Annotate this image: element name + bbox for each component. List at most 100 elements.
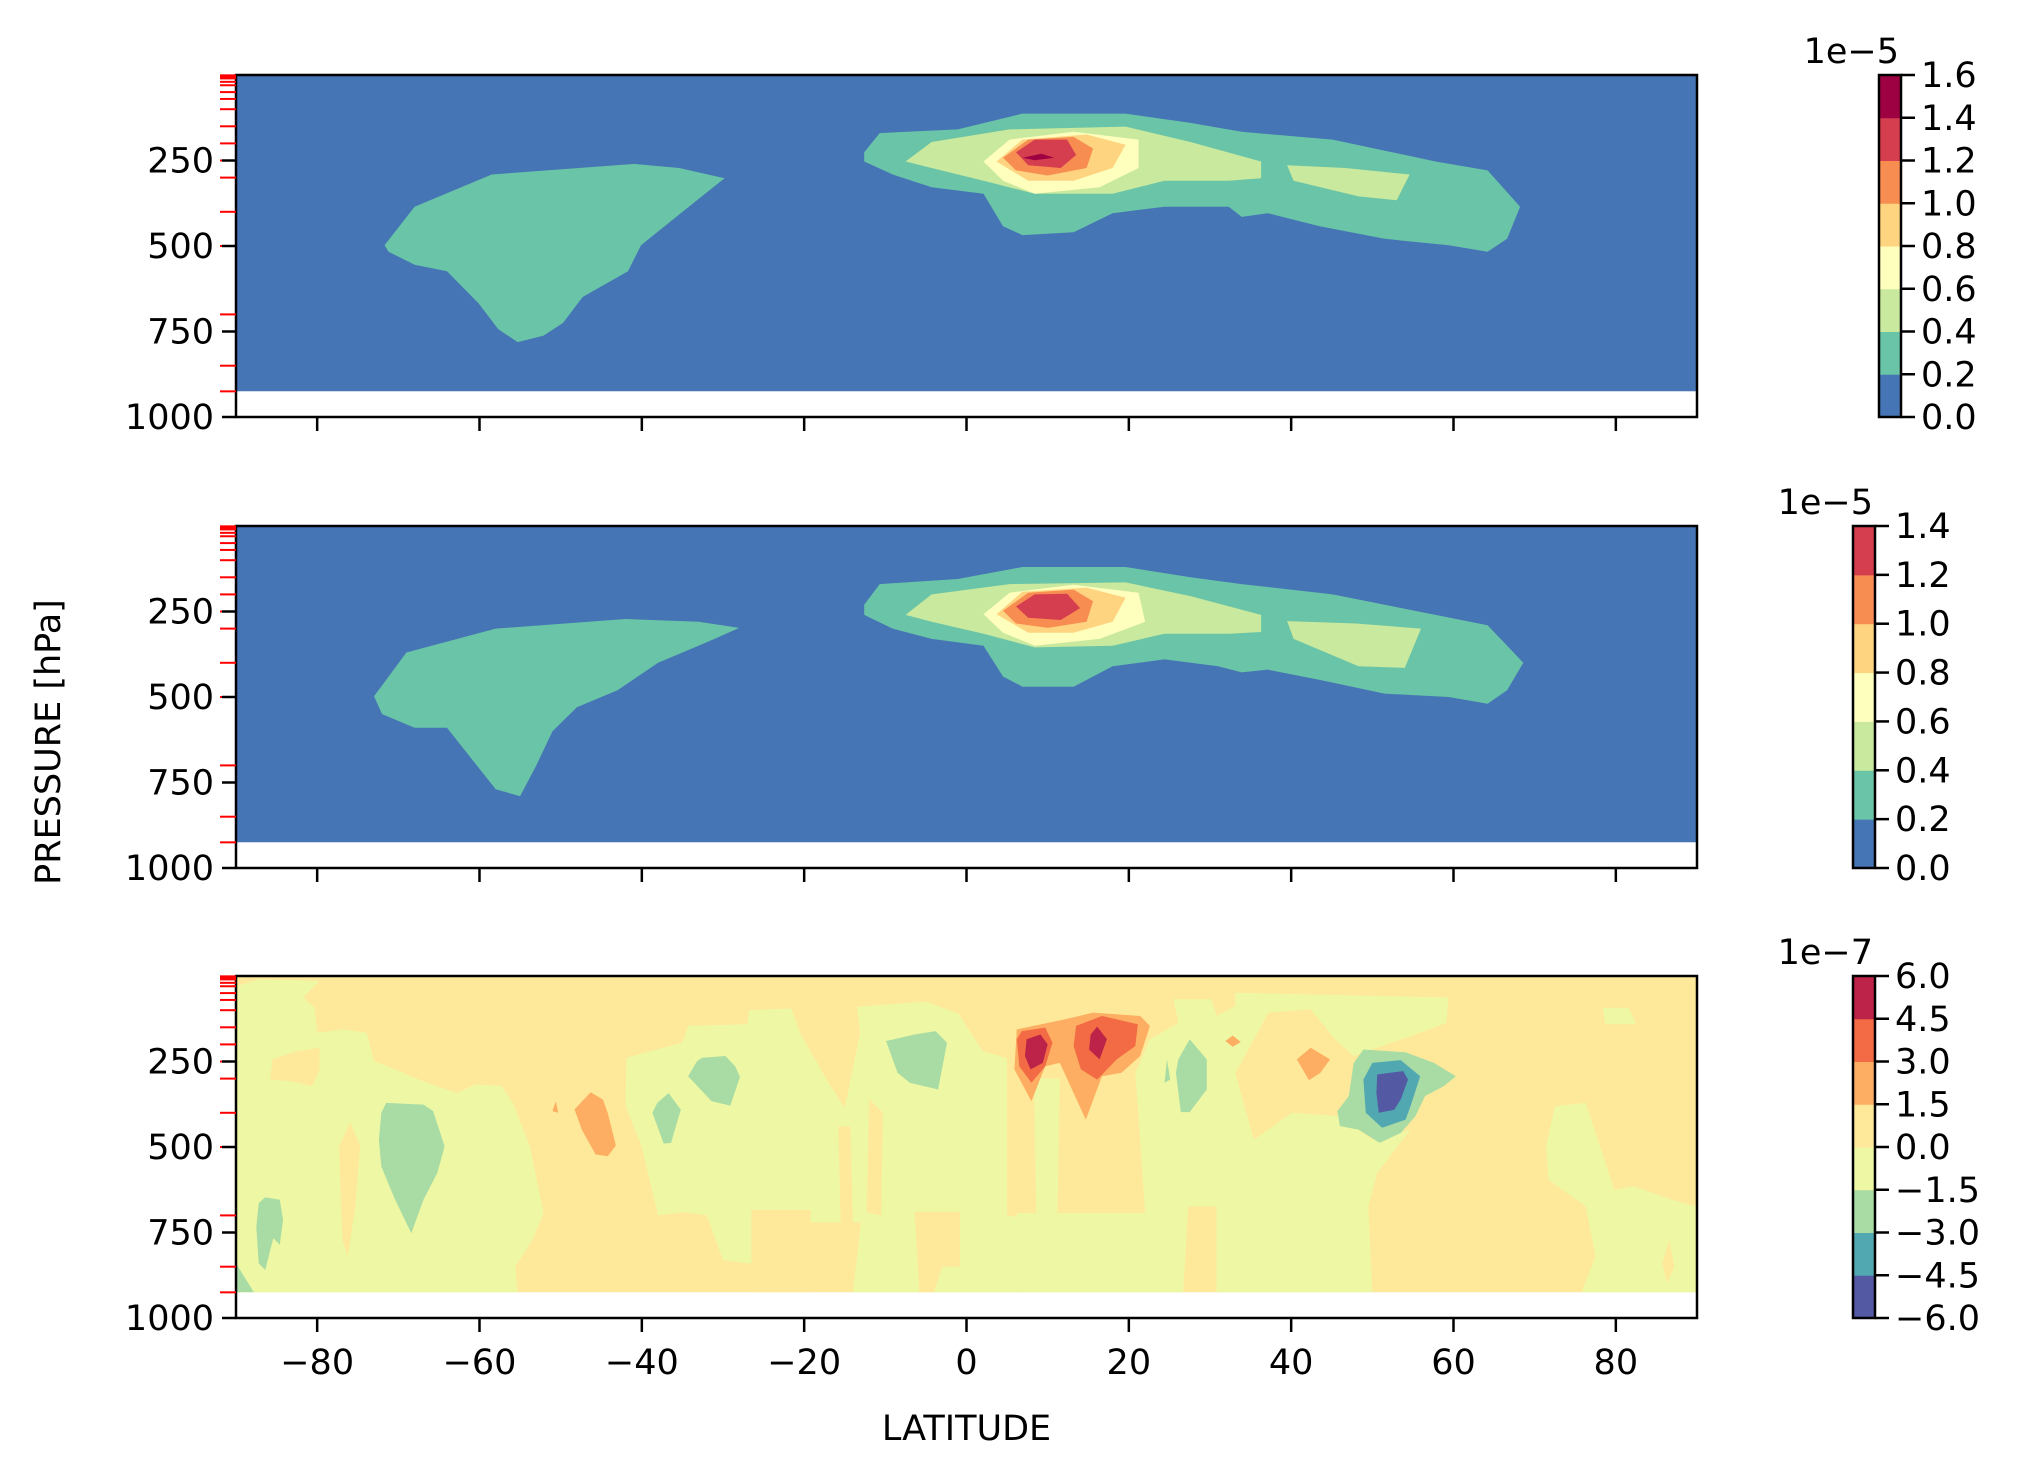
contour-region xyxy=(1033,1078,1060,1216)
x-tick-label: 80 xyxy=(1594,1343,1639,1383)
colorbar-bin xyxy=(1853,1275,1875,1319)
colorbar-exponent-label: 1e−5 xyxy=(1778,483,1873,523)
colorbar-tick-label: 1.4 xyxy=(1895,507,1951,547)
contour-region xyxy=(1016,1213,1150,1293)
colorbar-bin xyxy=(1879,160,1901,204)
contour-region xyxy=(751,1209,811,1293)
contour-region xyxy=(236,1263,254,1293)
y-tick-label: 1000 xyxy=(125,398,214,438)
contour-region xyxy=(1016,593,1081,620)
colorbar-bin xyxy=(1879,246,1901,290)
colorbar-bin xyxy=(1879,374,1901,418)
colorbar-tick-label: 0.0 xyxy=(1895,849,1951,889)
colorbar-tick-label: 0.8 xyxy=(1895,654,1951,694)
contour-region xyxy=(688,1056,740,1106)
x-tick-label: −20 xyxy=(767,1343,841,1383)
y-tick-label: 500 xyxy=(147,227,214,267)
colorbar-bin xyxy=(1853,770,1875,820)
y-tick-label: 500 xyxy=(147,678,214,718)
contour-region xyxy=(339,1122,361,1257)
colorbar-bin xyxy=(1853,1061,1875,1105)
x-tick-label: 20 xyxy=(1107,1343,1152,1383)
colorbar-bin xyxy=(1853,526,1875,576)
colorbar-tick-label: 0.2 xyxy=(1895,800,1951,840)
contour-region xyxy=(270,1047,320,1087)
colorbar-tick-label: 0.0 xyxy=(1921,398,1977,438)
colorbar-frame xyxy=(1851,524,1877,870)
panel-2: 250 500 750 1000 0.0 0.2 0.4 0.6 0.8 1.0 1.2 1.4 1e−… xyxy=(125,483,1951,889)
x-tick-label: 40 xyxy=(1269,1343,1314,1383)
contour-region xyxy=(1016,139,1077,168)
contour-fills xyxy=(236,976,1697,1293)
colorbar-tick-label: −6.0 xyxy=(1895,1299,1980,1339)
y-tick-label: 750 xyxy=(147,313,214,353)
y-tick-label: 1000 xyxy=(125,1299,214,1339)
colorbar-bin xyxy=(1853,672,1875,722)
y-tick-label: 750 xyxy=(147,1214,214,1254)
contour-region xyxy=(1296,1047,1331,1081)
contour-region xyxy=(1287,165,1410,201)
colorbar-bin xyxy=(1853,1018,1875,1062)
colorbar-bin xyxy=(1853,1147,1875,1191)
colorbar-tick-label: 1.0 xyxy=(1921,184,1977,224)
colorbar-tick-label: 1.5 xyxy=(1895,1085,1951,1125)
colorbar-bin xyxy=(1853,1232,1875,1276)
colorbar-bin xyxy=(1853,721,1875,771)
colorbar-bin xyxy=(1853,1189,1875,1233)
contour-region xyxy=(838,1126,853,1226)
colorbar-bin xyxy=(1879,331,1901,375)
colorbar-exponent-label: 1e−5 xyxy=(1804,32,1899,72)
contour-region xyxy=(1602,1007,1637,1025)
y-tick-label: 750 xyxy=(147,764,214,804)
colorbar-tick-label: 1.0 xyxy=(1895,605,1951,645)
contour-region xyxy=(378,1102,445,1234)
colorbar-bin xyxy=(1879,288,1901,332)
colorbar-bin xyxy=(1879,203,1901,247)
contour-region xyxy=(574,1092,616,1157)
colorbar: 0.0 0.2 0.4 0.6 0.8 1.0 1.2 1.4 1e−5 xyxy=(1778,483,1951,889)
y-tick-label: 1000 xyxy=(125,849,214,889)
x-tick-label: 0 xyxy=(955,1343,977,1383)
contour-region xyxy=(1175,1039,1207,1113)
colorbar-exponent-label: 1e−7 xyxy=(1778,933,1873,973)
contour-region xyxy=(552,1101,559,1113)
colorbar-tick-label: 0.4 xyxy=(1895,751,1951,791)
y-tick-label: 500 xyxy=(147,1128,214,1168)
colorbar-tick-label: 4.5 xyxy=(1895,1000,1951,1040)
contour-region xyxy=(1073,1016,1138,1080)
x-tick-label: −80 xyxy=(280,1343,354,1383)
colorbar-tick-label: 1.2 xyxy=(1921,142,1977,182)
colorbar-tick-label: −3.0 xyxy=(1895,1214,1980,1254)
colorbar-tick-label: −1.5 xyxy=(1895,1171,1980,1211)
colorbar-bin xyxy=(1853,623,1875,674)
contour-region xyxy=(886,1031,947,1090)
contour-region xyxy=(1024,1034,1048,1070)
colorbar-tick-label: 0.2 xyxy=(1921,355,1977,395)
contour-region xyxy=(1225,1035,1241,1047)
contour-region xyxy=(1022,153,1055,161)
contour-region xyxy=(1376,1071,1408,1113)
y-tick-label: 250 xyxy=(147,142,214,182)
contour-region xyxy=(866,1099,883,1216)
contour-region xyxy=(1287,621,1421,668)
colorbar-tick-label: 6.0 xyxy=(1895,957,1951,997)
x-tick-label: 60 xyxy=(1431,1343,1476,1383)
contour-fills xyxy=(236,526,1697,843)
contour-fills xyxy=(236,75,1697,392)
contour-region xyxy=(384,163,725,343)
contour-region xyxy=(1546,1102,1697,1293)
colorbar-bin xyxy=(1853,574,1875,625)
contour-region xyxy=(256,1197,284,1271)
contour-region xyxy=(1089,1026,1107,1060)
colorbar-tick-label: 1.6 xyxy=(1921,56,1977,96)
colorbar-bin xyxy=(1853,976,1875,1020)
colorbar-tick-label: 1.4 xyxy=(1921,99,1977,139)
colorbar-tick-label: 0.6 xyxy=(1921,270,1977,310)
contour-region xyxy=(914,1212,960,1293)
y-axis-label: PRESSURE [hPa] xyxy=(29,599,69,885)
contour-region xyxy=(1662,1240,1675,1284)
y-tick-label: 250 xyxy=(147,1043,214,1083)
y-tick-label: 250 xyxy=(147,593,214,633)
